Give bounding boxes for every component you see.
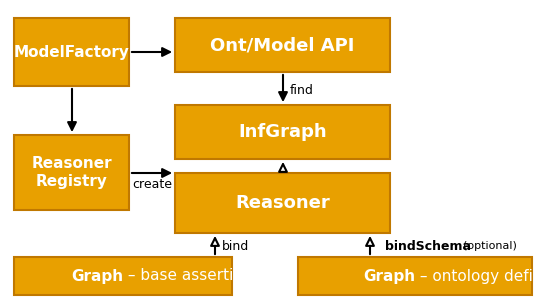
Text: Ont/Model API: Ont/Model API: [211, 36, 355, 54]
FancyBboxPatch shape: [175, 173, 390, 233]
Text: Reasoner: Reasoner: [235, 194, 330, 212]
Text: – ontology definitions: – ontology definitions: [415, 268, 544, 284]
Text: (optional): (optional): [463, 241, 517, 251]
Text: create: create: [132, 178, 172, 192]
FancyBboxPatch shape: [14, 18, 129, 86]
Text: bindSchema: bindSchema: [385, 239, 471, 253]
Text: Graph: Graph: [363, 268, 415, 284]
Text: find: find: [290, 84, 314, 98]
Text: – base assertions: – base assertions: [123, 268, 261, 284]
Text: Reasoner
Registry: Reasoner Registry: [31, 156, 112, 189]
Text: Graph: Graph: [71, 268, 123, 284]
FancyBboxPatch shape: [14, 257, 232, 295]
FancyBboxPatch shape: [298, 257, 532, 295]
FancyBboxPatch shape: [175, 18, 390, 72]
Text: bind: bind: [222, 239, 249, 253]
Text: ModelFactory: ModelFactory: [14, 45, 129, 59]
FancyBboxPatch shape: [14, 135, 129, 210]
FancyBboxPatch shape: [175, 105, 390, 159]
Text: InfGraph: InfGraph: [238, 123, 327, 141]
